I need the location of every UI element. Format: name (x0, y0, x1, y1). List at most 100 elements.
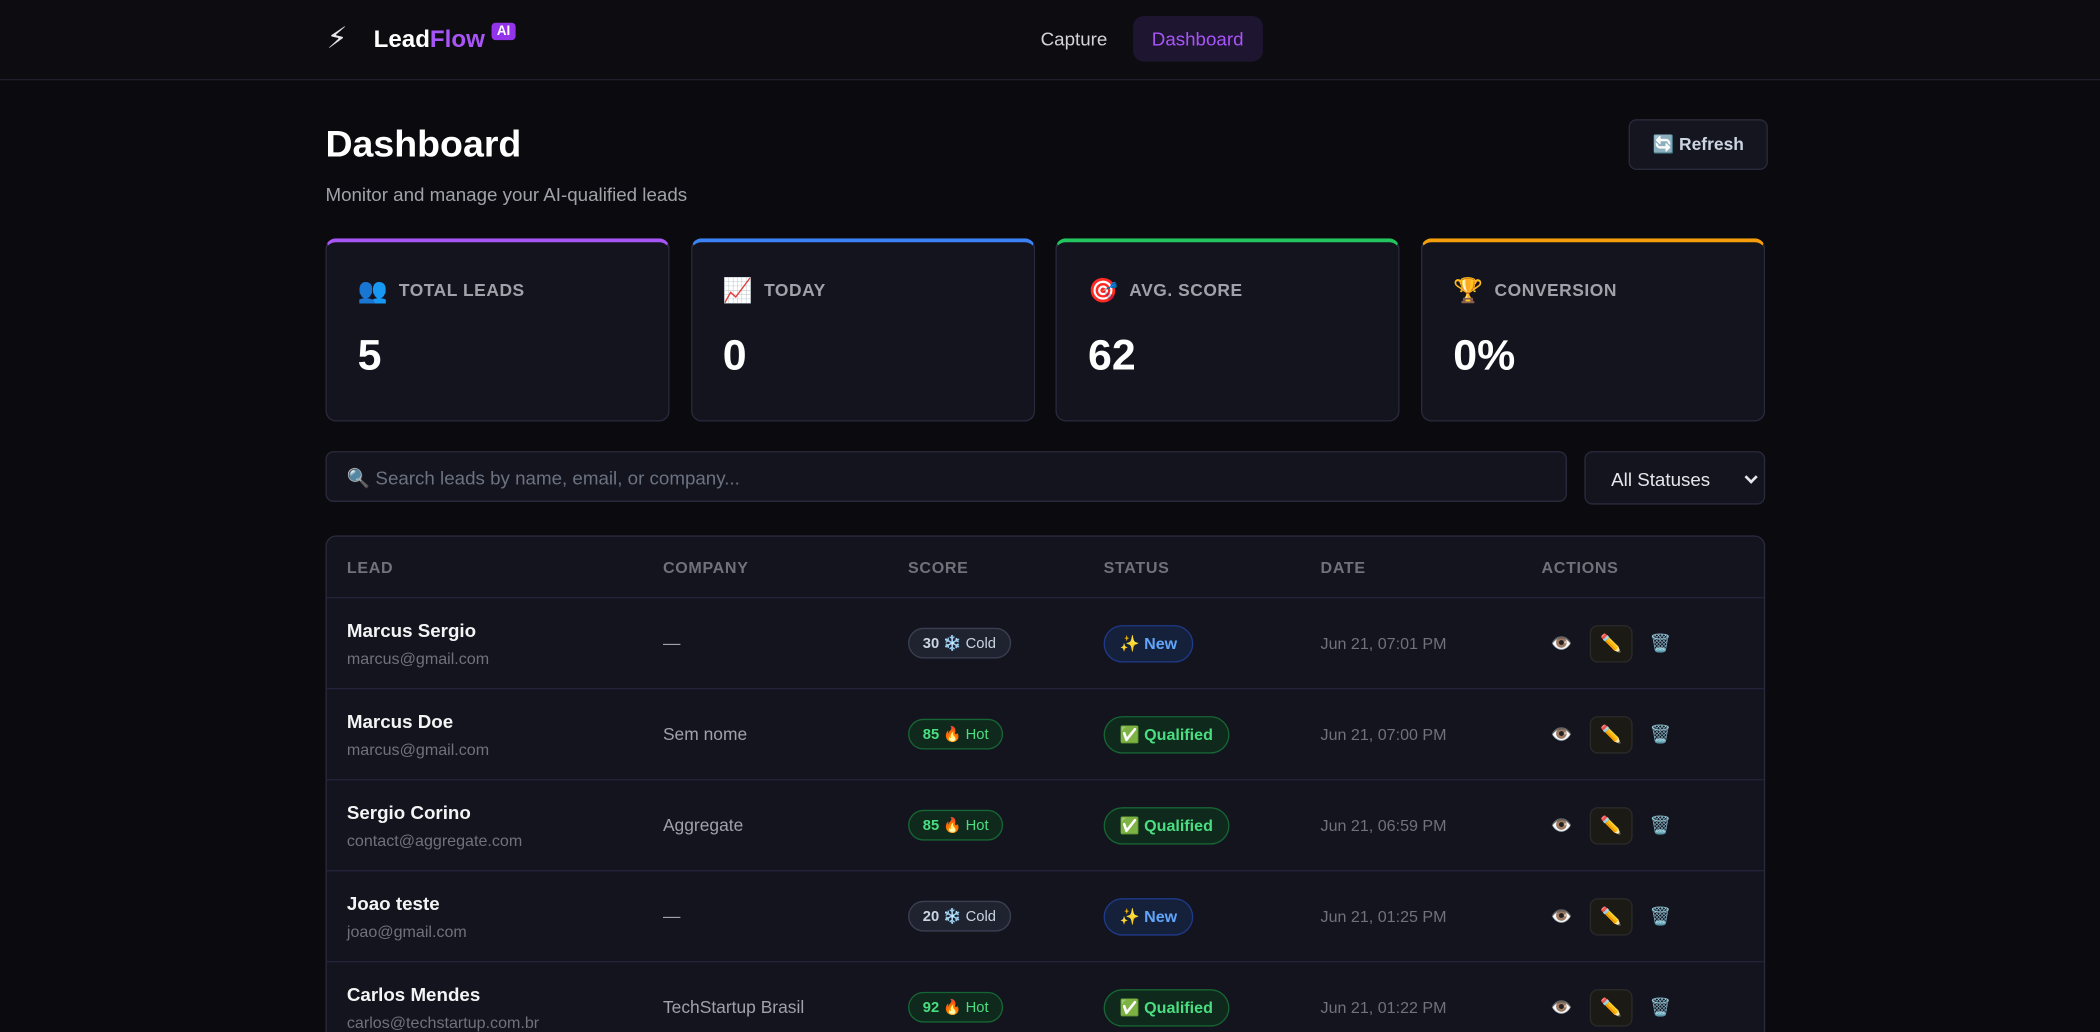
view-button[interactable]: 👁️ (1550, 814, 1573, 835)
score-value: 85 (922, 817, 940, 834)
score-tier: 🔥 Hot (943, 726, 989, 743)
table-row[interactable]: Marcus Doe marcus@gmail.com Sem nome 85 🔥 Ho… (326, 689, 1764, 781)
actions: 👁️ ✏️ 🗑️ (1542, 988, 1764, 1026)
score-value: 92 (922, 999, 940, 1016)
stat-icon: 🎯 (1088, 277, 1119, 304)
score-value: 85 (922, 726, 940, 743)
stat-label-text: CONVERSION (1494, 279, 1617, 300)
lead-cell: Joao teste joao@gmail.com (347, 892, 663, 940)
lead-name: Joao teste (346, 892, 440, 914)
status-cell: ✨ New (1103, 624, 1321, 662)
logo-icon: ⚡ (326, 21, 348, 55)
stat-icon: 📈 (722, 277, 754, 304)
score-value: 30 (922, 635, 940, 652)
table-row[interactable]: Joao teste joao@gmail.com — 20 ❄️ Cold ✨ New J… (326, 871, 1764, 963)
delete-button[interactable]: 🗑️ (1649, 996, 1672, 1017)
stat-label: 🎯 AVG. SCORE (1088, 277, 1243, 305)
company: — (662, 633, 681, 654)
actions: 👁️ ✏️ 🗑️ (1542, 806, 1764, 844)
edit-button[interactable]: ✏️ (1589, 624, 1633, 662)
delete-button[interactable]: 🗑️ (1649, 814, 1672, 835)
refresh-button[interactable]: 🔄 Refresh (1628, 119, 1768, 170)
view-button[interactable]: 👁️ (1550, 996, 1573, 1017)
stat-label-text: TODAY (764, 279, 826, 300)
status-badge: ✨ New (1103, 624, 1194, 662)
edit-button[interactable]: ✏️ (1589, 715, 1633, 753)
date: Jun 21, 01:25 PM (1320, 906, 1447, 926)
score-cell: 85 🔥 Hot (908, 718, 1104, 750)
nav-link[interactable]: Capture (1040, 28, 1108, 50)
column-header: LEAD (346, 557, 394, 577)
table-row[interactable]: Sergio Corino contact@aggregate.com Aggreg… (326, 780, 1764, 872)
lead-email: marcus@gmail.com (346, 648, 490, 668)
stat-label: 👥 TOTAL LEADS (358, 277, 525, 305)
lead-name: Marcus Doe (346, 710, 454, 732)
lead-email: carlos@techstartup.com.br (346, 1012, 540, 1032)
company: — (662, 906, 681, 927)
score-cell: 20 ❄️ Cold (908, 900, 1104, 932)
view-button[interactable]: 👁️ (1550, 632, 1573, 653)
status-cell: ✅ Qualified (1103, 806, 1321, 844)
edit-button[interactable]: ✏️ (1589, 897, 1633, 935)
date: Jun 21, 07:00 PM (1320, 724, 1447, 744)
view-button[interactable]: 👁️ (1550, 723, 1573, 744)
stat-value: 62 (1088, 330, 1136, 379)
score-tier: 🔥 Hot (943, 999, 989, 1016)
stat-label-text: TOTAL LEADS (398, 279, 525, 300)
page-subtitle: Monitor and manage your AI-qualified lea… (325, 183, 688, 205)
score-tier: ❄️ Cold (943, 635, 996, 652)
stat-label-text: AVG. SCORE (1129, 279, 1243, 300)
table-row[interactable]: Carlos Mendes carlos@techstartup.com.br Te… (327, 962, 1764, 1032)
column-header: ACTIONS (1541, 557, 1619, 577)
score-value: 20 (922, 908, 940, 925)
brand-text: Lead (373, 25, 430, 53)
score-badge: 30 ❄️ Cold (908, 627, 1011, 659)
lead-name: Carlos Mendes (346, 983, 481, 1005)
score-cell: 30 ❄️ Cold (908, 627, 1104, 659)
stat-value: 5 (357, 330, 382, 379)
search-input[interactable]: 🔍 Search leads by name, email, or compan… (325, 451, 1567, 502)
brand-accent: Flow (429, 25, 485, 53)
lead-cell: Marcus Doe marcus@gmail.com (347, 710, 663, 758)
delete-button[interactable]: 🗑️ (1649, 632, 1672, 653)
actions: 👁️ ✏️ 🗑️ (1542, 897, 1764, 935)
lead-name: Marcus Sergio (346, 619, 477, 641)
stat-value: 0 (722, 330, 747, 379)
lead-name: Sergio Corino (346, 801, 471, 823)
column-header: COMPANY (662, 557, 749, 577)
lead-email: marcus@gmail.com (346, 739, 490, 759)
table-row[interactable]: Marcus Sergio marcus@gmail.com — 30 ❄️ Cold ✨… (326, 598, 1764, 690)
stat-icon: 👥 (357, 277, 389, 304)
view-button[interactable]: 👁️ (1550, 905, 1573, 926)
score-cell: 85 🔥 Hot (908, 809, 1104, 841)
status-badge: ✅ Qualified (1103, 715, 1229, 753)
lead-cell: Sergio Corino contact@aggregate.com (347, 801, 663, 849)
status-badge: ✨ New (1103, 897, 1194, 935)
brand[interactable]: LeadFlow (374, 25, 485, 53)
column-header: DATE (1320, 557, 1366, 577)
delete-button[interactable]: 🗑️ (1649, 723, 1672, 744)
date: Jun 21, 07:01 PM (1320, 633, 1447, 653)
lead-cell: Marcus Sergio marcus@gmail.com (347, 619, 663, 667)
nav-link-active[interactable]: Dashboard (1133, 16, 1263, 62)
edit-button[interactable]: ✏️ (1589, 806, 1633, 844)
stat-card: 🏆 CONVERSION 0% (1421, 238, 1766, 422)
ai-badge: AI (491, 22, 516, 41)
date: Jun 21, 06:59 PM (1320, 815, 1447, 835)
status-badge: ✅ Qualified (1103, 806, 1229, 844)
status-cell: ✨ New (1103, 897, 1321, 935)
company: Aggregate (662, 815, 744, 836)
delete-button[interactable]: 🗑️ (1649, 905, 1672, 926)
status-cell: ✅ Qualified (1103, 715, 1321, 753)
lead-cell: Carlos Mendes carlos@techstartup.com.br (347, 983, 663, 1031)
score-badge: 85 🔥 Hot (908, 718, 1004, 750)
actions: 👁️ ✏️ 🗑️ (1542, 624, 1764, 662)
actions: 👁️ ✏️ 🗑️ (1542, 715, 1764, 753)
column-header: SCORE (908, 557, 969, 577)
status-select[interactable]: All Statuses (1584, 451, 1766, 505)
lead-email: joao@gmail.com (346, 921, 467, 941)
edit-button[interactable]: ✏️ (1589, 988, 1633, 1026)
score-cell: 92 🔥 Hot (908, 991, 1104, 1023)
